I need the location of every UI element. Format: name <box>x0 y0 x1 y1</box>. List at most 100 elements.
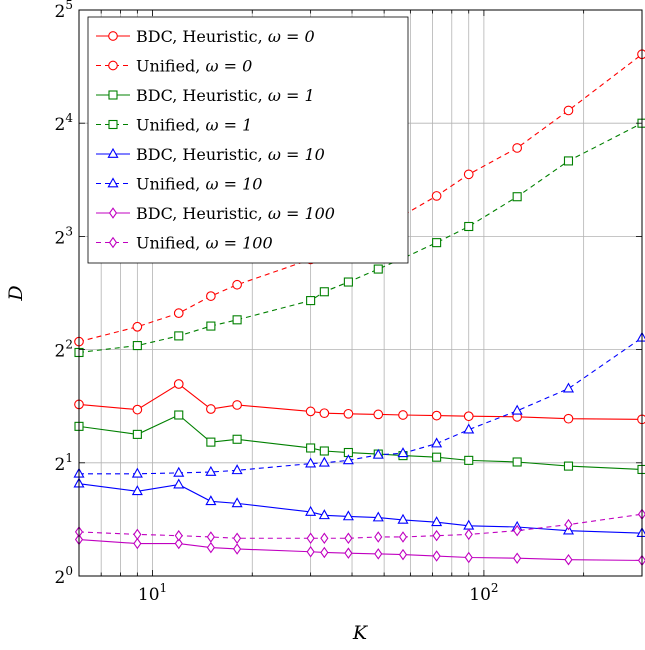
data-point <box>563 413 574 424</box>
series-line <box>78 383 643 420</box>
legend-label: Unified, ω = 100 <box>136 234 273 253</box>
data-point <box>373 264 383 274</box>
data-point <box>173 466 185 477</box>
data-point <box>344 532 353 545</box>
data-point <box>206 541 215 554</box>
legend-label: BDC, Heuristic, ω = 0 <box>136 27 315 46</box>
data-point <box>432 452 442 462</box>
data-point <box>206 404 216 414</box>
data-point <box>231 497 243 508</box>
legend-entry: Unified, ω = 1 <box>96 116 252 135</box>
data-point <box>563 156 574 166</box>
data-point <box>431 516 443 527</box>
series-line <box>79 337 643 475</box>
data-point <box>564 518 573 531</box>
series-layer <box>73 49 645 567</box>
legend-label: BDC, Heuristic, ω = 100 <box>136 204 335 223</box>
legend-entry: BDC, Heuristic, ω = 0 <box>96 27 315 46</box>
data-point <box>398 410 408 420</box>
data-point <box>343 277 353 287</box>
data-point <box>564 553 573 566</box>
data-point <box>206 437 216 447</box>
data-point <box>320 546 329 559</box>
data-point <box>372 448 384 459</box>
data-point <box>372 511 384 522</box>
plot-frame <box>78 9 643 577</box>
data-point <box>513 552 522 564</box>
data-point <box>306 296 316 306</box>
data-point <box>562 382 575 393</box>
data-point <box>344 547 353 559</box>
data-point <box>431 437 443 448</box>
data-point <box>397 447 409 458</box>
y-tick-label: 24 <box>55 111 74 135</box>
legend-label: Unified, ω = 0 <box>136 57 252 76</box>
legend-label: Unified, ω = 10 <box>136 175 262 194</box>
series-4 <box>73 477 645 538</box>
data-point <box>563 105 574 116</box>
x-axis-label: K <box>352 622 369 644</box>
ticks: 101 102 20 21 22 23 24 25 <box>55 0 643 605</box>
data-point <box>305 505 317 516</box>
data-point <box>373 409 384 420</box>
data-point <box>512 457 522 467</box>
legend-entry: Unified, ω = 100 <box>96 234 273 253</box>
legend-entry: BDC, Heuristic, ω = 1 <box>96 86 315 105</box>
y-tick-label: 21 <box>55 451 73 475</box>
legend-marker <box>108 31 118 41</box>
data-point <box>637 49 645 60</box>
data-point <box>206 291 216 301</box>
data-point <box>512 192 522 202</box>
data-point <box>232 434 242 444</box>
data-point <box>132 404 143 415</box>
data-point <box>173 308 184 319</box>
data-point <box>306 532 315 545</box>
legend: BDC, Heuristic, ω = 0 Unified, ω = 0 BDC, … <box>87 16 409 264</box>
data-point <box>205 495 217 506</box>
series-7 <box>74 508 645 545</box>
data-point <box>319 287 329 297</box>
series-line <box>78 539 643 561</box>
data-point <box>464 551 473 564</box>
legend-marker <box>107 147 119 158</box>
data-point <box>464 455 474 465</box>
data-point <box>319 446 329 456</box>
legend-label: BDC, Heuristic, ω = 10 <box>136 145 325 164</box>
data-point <box>463 411 474 422</box>
series-line <box>78 414 643 471</box>
data-point <box>174 331 184 341</box>
data-point <box>305 457 317 468</box>
legend-marker <box>107 177 119 188</box>
data-point <box>432 238 442 248</box>
data-point <box>174 537 183 550</box>
data-point <box>431 191 442 201</box>
series-line <box>78 513 643 539</box>
legend-entry: BDC, Heuristic, ω = 10 <box>96 145 325 164</box>
x-tick-label: 101 <box>138 581 167 605</box>
series-6 <box>74 533 645 567</box>
data-point <box>231 464 243 475</box>
data-point <box>464 221 474 232</box>
data-point <box>343 408 354 419</box>
data-point <box>398 548 408 561</box>
data-point <box>233 532 242 545</box>
data-point <box>397 513 409 524</box>
data-point <box>306 443 316 453</box>
data-point <box>132 429 142 439</box>
data-point <box>563 461 574 471</box>
data-point <box>511 404 523 415</box>
legend-marker <box>108 207 118 219</box>
legend-label: BDC, Heuristic, ω = 1 <box>136 86 315 105</box>
data-point <box>513 524 522 537</box>
legend-marker <box>108 119 118 130</box>
data-point <box>637 414 645 425</box>
data-point <box>463 169 474 180</box>
legend-marker <box>108 90 118 100</box>
data-point <box>431 410 442 421</box>
y-tick-label: 22 <box>55 338 73 362</box>
data-point <box>636 527 645 538</box>
legend-label: Unified, ω = 1 <box>136 116 252 135</box>
data-point <box>374 531 383 543</box>
data-point <box>132 341 142 351</box>
